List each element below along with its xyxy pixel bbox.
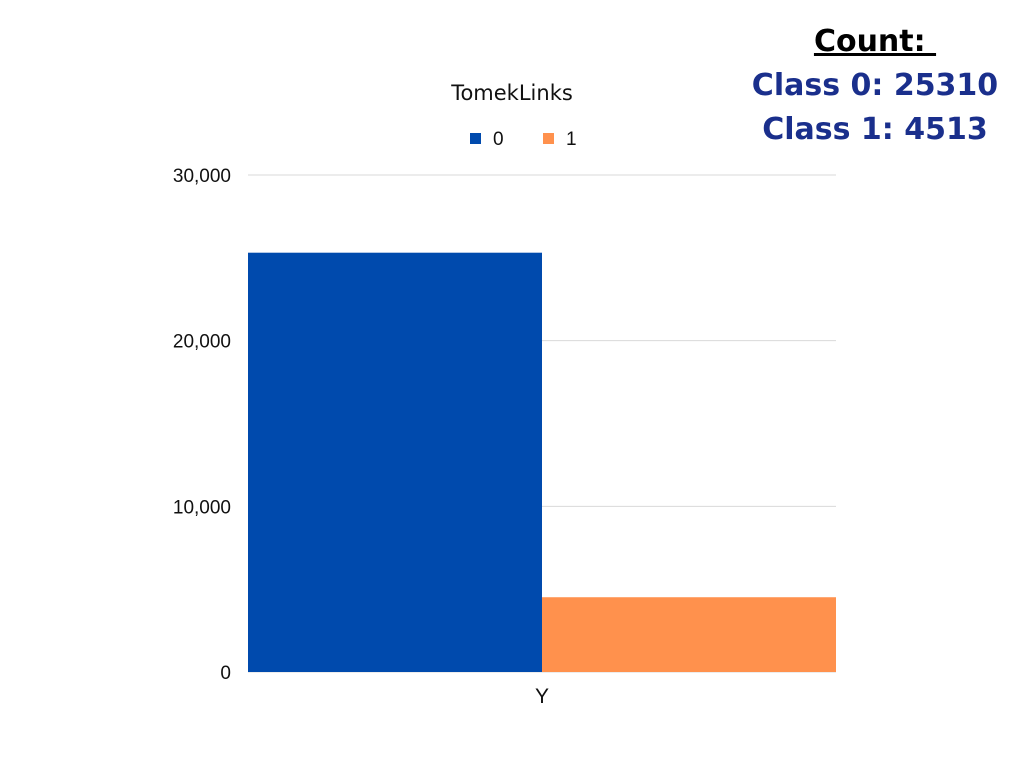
count-annotation: Count: Class 0: 25310 Class 1: 4513 xyxy=(740,20,1010,152)
count-class-0: Class 0: 25310 xyxy=(751,68,999,103)
bar-series-0 xyxy=(248,252,542,672)
y-tick-label: 0 xyxy=(220,663,231,684)
legend-swatch-0 xyxy=(470,133,481,144)
count-class-1: Class 1: 4513 xyxy=(762,112,988,147)
x-axis-categories: Y xyxy=(535,685,549,708)
legend-label-0: 0 xyxy=(493,129,504,150)
count-heading: Count: xyxy=(813,24,937,59)
y-tick-label: 30,000 xyxy=(173,166,231,187)
y-tick-label: 20,000 xyxy=(173,332,231,353)
legend-swatch-1 xyxy=(543,133,554,144)
bar-series-1 xyxy=(542,597,836,672)
chart-title: TomekLinks xyxy=(450,81,573,105)
bars xyxy=(248,252,836,672)
y-tick-label: 10,000 xyxy=(173,497,231,518)
x-category-label: Y xyxy=(535,685,549,708)
y-axis-ticks: 0 10,000 20,000 30,000 xyxy=(173,166,231,684)
legend-label-1: 1 xyxy=(566,129,577,150)
